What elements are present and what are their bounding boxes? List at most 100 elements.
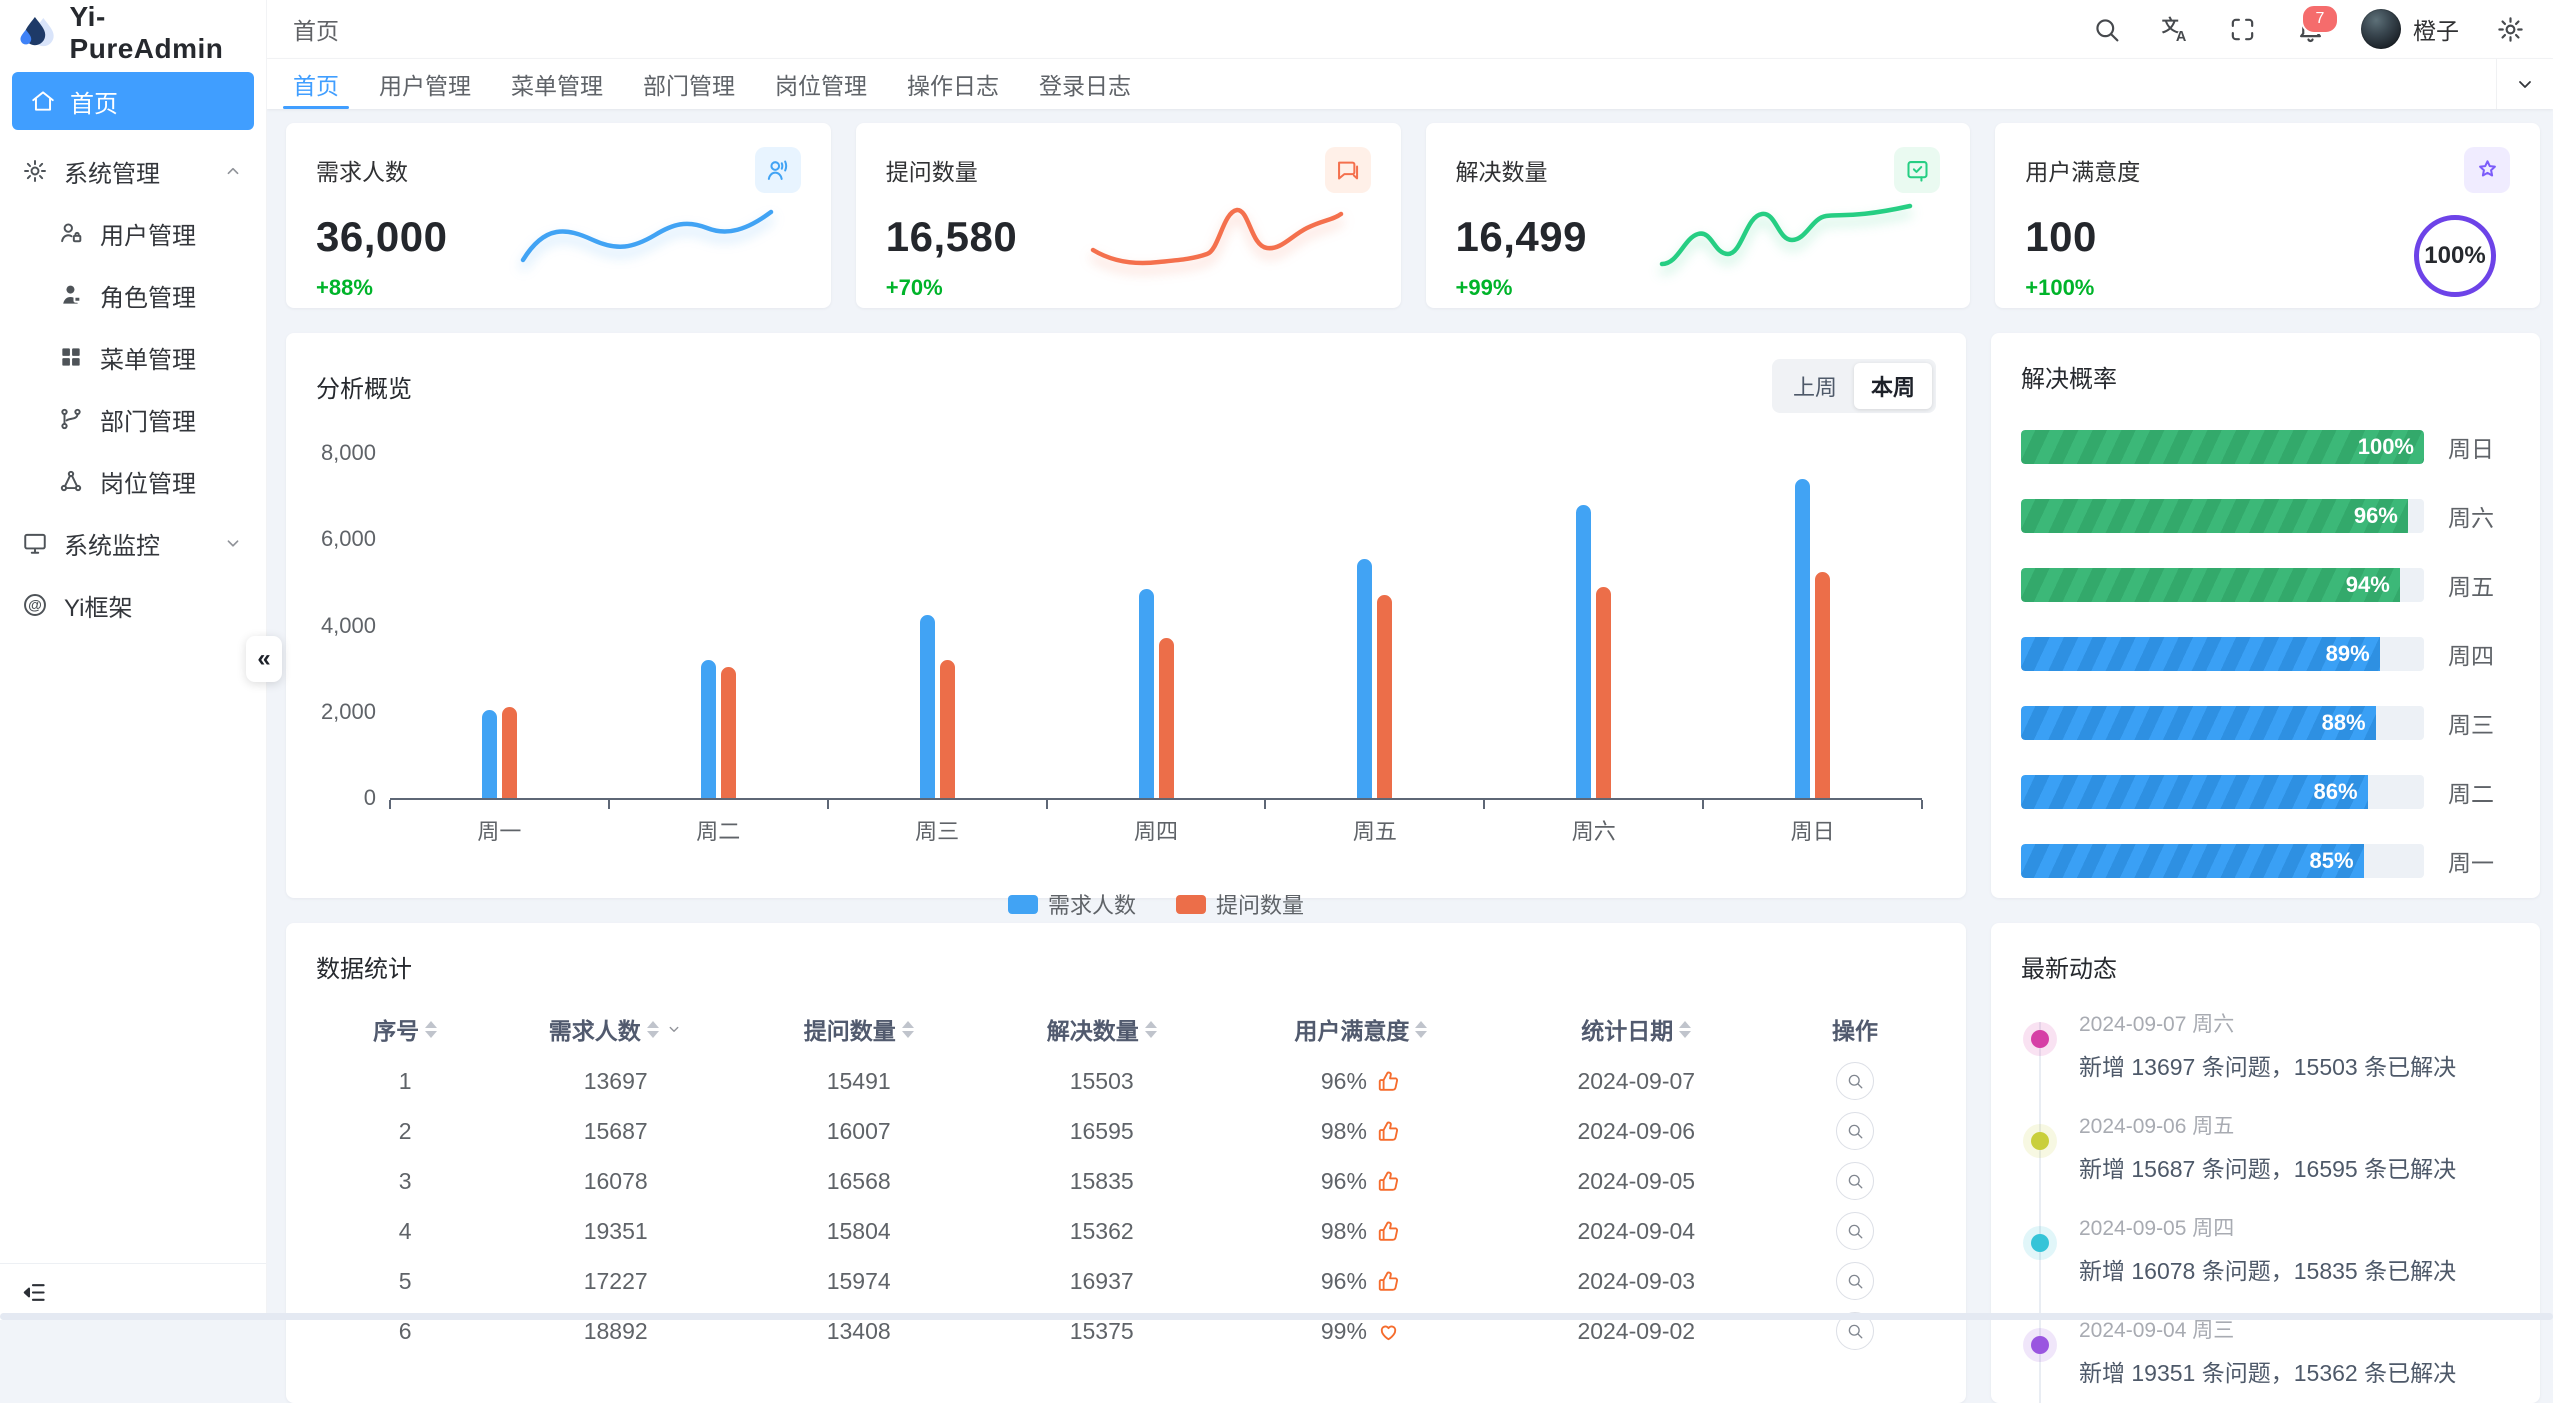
timeline-date: 2024-09-07 周六 [2079, 1013, 2235, 1036]
sidebar-item-系统监控[interactable]: 系统监控 [0, 512, 266, 574]
bar-提问数量 [1158, 638, 1174, 798]
chat-icon [1334, 157, 1361, 184]
cell-questions: 16568 [826, 1167, 891, 1194]
tab-登录日志[interactable]: 登录日志 [1039, 73, 1131, 99]
statistics-table-card: 数据统计 序号 需求人数 提问数量 解决数量 用户满意度 统计日期 操作 1 13697 154… [286, 923, 1966, 1403]
bar-需求人数 [1576, 504, 1592, 798]
notification-button[interactable]: 7 [2293, 4, 2339, 46]
x-axis-label: 周五 [1352, 819, 1397, 844]
timeline-item: 2024-09-06 周五 新增 15687 条问题，16595 条已解决 [2021, 1110, 2510, 1184]
cell-demand: 18892 [583, 1317, 648, 1344]
column-header-序号[interactable]: 序号 [316, 1012, 494, 1046]
sort-icon[interactable] [425, 1020, 438, 1038]
column-header-解决数量[interactable]: 解决数量 [980, 1012, 1223, 1046]
satisfaction-value: 96% [1320, 1067, 1367, 1094]
user-menu[interactable]: 橙子 [2361, 9, 2459, 49]
analysis-title: 分析概览 [316, 375, 412, 403]
solve-rate-row-周日: 100% 周日 [2021, 430, 2510, 464]
column-label: 需求人数 [548, 1018, 641, 1044]
user-icon [58, 220, 84, 246]
view-detail-button[interactable] [1835, 1162, 1874, 1200]
tab-菜单管理[interactable]: 菜单管理 [511, 73, 603, 99]
breadcrumb[interactable]: 首页 [293, 18, 339, 44]
bar-group-周三 [828, 453, 1047, 798]
tab-首页[interactable]: 首页 [273, 59, 359, 109]
sort-icon[interactable] [1415, 1020, 1428, 1038]
column-header-统计日期[interactable]: 统计日期 [1499, 1012, 1774, 1046]
toggle-上周[interactable]: 上周 [1792, 375, 1837, 400]
table-row: 4 19351 15804 15362 98% 2024-09-04 [316, 1206, 1936, 1256]
cell-solved: 16937 [1069, 1267, 1134, 1294]
legend-提问数量[interactable]: 提问数量 [1176, 888, 1304, 920]
analysis-card: 分析概览 上周 本周 0 2,000 4,000 6,000 8,000 周一 周二 周三 周四… [286, 333, 1966, 918]
column-header-用户满意度[interactable]: 用户满意度 [1223, 1012, 1498, 1046]
statistics-table: 序号 需求人数 提问数量 解决数量 用户满意度 统计日期 操作 1 13697 15491 155… [316, 1002, 1936, 1356]
sidebar-item-label: 部门管理 [100, 408, 196, 436]
legend-需求人数[interactable]: 需求人数 [1007, 888, 1136, 920]
sidebar: Yi-PureAdmin 首页 系统管理 用户管理角色管理菜单管理部门管理岗位管理… [0, 0, 267, 1320]
cell-demand: 15687 [583, 1117, 648, 1144]
sort-icon[interactable] [1144, 1020, 1157, 1038]
stat-card-title: 提问数量 [885, 159, 978, 185]
table-row: 5 17227 15974 16937 96% 2024-09-03 [316, 1256, 1936, 1306]
view-detail-button[interactable] [1835, 1112, 1874, 1150]
menu-grid-icon [58, 344, 84, 370]
sidebar-item-Yi框架[interactable]: @ Yi框架 [0, 574, 266, 636]
tab-操作日志[interactable]: 操作日志 [907, 73, 999, 99]
fullscreen-button[interactable] [2225, 12, 2259, 46]
at-icon: @ [22, 592, 48, 618]
tabs-more-button[interactable] [2496, 59, 2553, 109]
fold-icon[interactable] [20, 1279, 47, 1306]
solve-rate-card: 解决概率 100% 周日 96% 周六 94% 周五 89% 周四 88% 周三 86% 周二 85% 周… [1991, 333, 2540, 898]
bottom-row: 数据统计 序号 需求人数 提问数量 解决数量 用户满意度 统计日期 操作 1 13697 154… [286, 923, 2540, 1403]
sidebar-item-label: 角色管理 [100, 284, 196, 312]
sort-icon[interactable] [901, 1020, 914, 1038]
sidebar-item-用户管理[interactable]: 用户管理 [0, 202, 266, 264]
sidebar-item-系统管理[interactable]: 系统管理 [0, 140, 266, 202]
sidebar-collapse-handle[interactable]: « [246, 636, 282, 682]
legend-label: 提问数量 [1216, 893, 1305, 918]
cell-date: 2024-09-04 [1577, 1217, 1696, 1244]
search-icon [1846, 1122, 1864, 1140]
column-header-需求人数[interactable]: 需求人数 [494, 1012, 737, 1046]
tab-部门管理[interactable]: 部门管理 [643, 73, 735, 99]
tab-岗位管理[interactable]: 岗位管理 [775, 73, 867, 99]
progress-bar: 96% [2021, 499, 2408, 533]
sort-icon[interactable] [646, 1020, 659, 1038]
view-detail-button[interactable] [1835, 1262, 1874, 1300]
chevron-down-icon [222, 532, 244, 554]
column-label: 解决数量 [1046, 1018, 1139, 1044]
sidebar-item-home[interactable]: 首页 [12, 72, 254, 130]
table-title: 数据统计 [316, 956, 412, 983]
bar-需求人数 [1357, 558, 1373, 798]
progress-day-label: 周四 [2448, 643, 2494, 669]
sidebar-item-菜单管理[interactable]: 菜单管理 [0, 326, 266, 388]
cell-solved: 15835 [1069, 1167, 1134, 1194]
app-logo[interactable]: Yi-PureAdmin [0, 0, 266, 66]
sidebar-menu: 系统管理 用户管理角色管理菜单管理部门管理岗位管理 系统监控 @ Yi框架 [0, 140, 266, 636]
cell-date: 2024-09-02 [1577, 1317, 1696, 1344]
x-axis-label: 周三 [915, 819, 960, 844]
view-detail-button[interactable] [1835, 1212, 1874, 1250]
cell-no: 2 [398, 1117, 412, 1144]
thumb-up-icon [1376, 1119, 1401, 1144]
sort-icon[interactable] [1679, 1020, 1692, 1038]
satisfaction-value: 96% [1320, 1267, 1367, 1294]
sidebar-item-角色管理[interactable]: 角色管理 [0, 264, 266, 326]
y-tick-label: 6,000 [320, 526, 376, 552]
column-header-提问数量[interactable]: 提问数量 [737, 1012, 980, 1046]
bar-chart-x-labels: 周一 周二 周三 周四 周五 周六 周日 [390, 814, 1922, 846]
latest-news-title: 最新动态 [2021, 956, 2117, 983]
cell-satisfaction: 96% [1223, 1268, 1498, 1295]
tab-用户管理[interactable]: 用户管理 [379, 73, 471, 99]
settings-button[interactable] [2493, 12, 2527, 46]
view-detail-button[interactable] [1835, 1062, 1874, 1100]
sidebar-item-岗位管理[interactable]: 岗位管理 [0, 450, 266, 512]
sidebar-item-部门管理[interactable]: 部门管理 [0, 388, 266, 450]
column-label: 用户满意度 [1294, 1018, 1410, 1044]
horizontal-scrollbar[interactable] [0, 1313, 2553, 1320]
role-icon [58, 282, 84, 308]
toggle-本周[interactable]: 本周 [1853, 363, 1932, 409]
search-button[interactable] [2089, 12, 2123, 46]
